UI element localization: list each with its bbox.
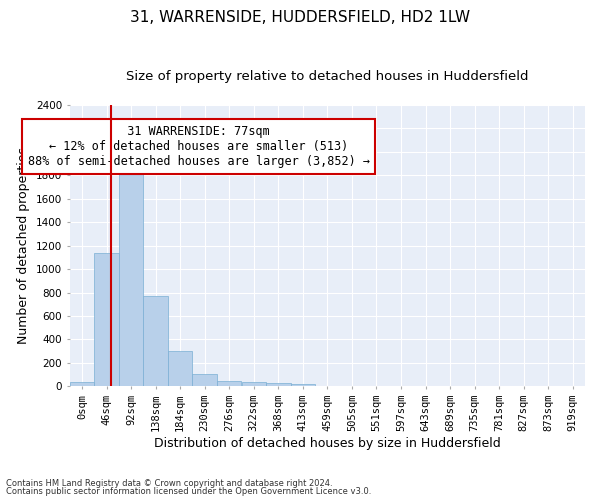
Title: Size of property relative to detached houses in Huddersfield: Size of property relative to detached ho…	[126, 70, 529, 83]
Y-axis label: Number of detached properties: Number of detached properties	[17, 147, 31, 344]
X-axis label: Distribution of detached houses by size in Huddersfield: Distribution of detached houses by size …	[154, 437, 501, 450]
Bar	[168, 351, 193, 386]
Bar	[119, 156, 143, 386]
Text: Contains public sector information licensed under the Open Government Licence v3: Contains public sector information licen…	[6, 488, 371, 496]
Bar	[266, 383, 290, 386]
Bar	[290, 384, 315, 386]
Bar	[217, 380, 241, 386]
Bar	[94, 252, 119, 386]
Bar	[70, 382, 94, 386]
Text: 31 WARRENSIDE: 77sqm  
← 12% of detached houses are smaller (513)
88% of semi-de: 31 WARRENSIDE: 77sqm ← 12% of detached h…	[28, 124, 370, 168]
Bar	[143, 296, 168, 386]
Text: 31, WARRENSIDE, HUDDERSFIELD, HD2 1LW: 31, WARRENSIDE, HUDDERSFIELD, HD2 1LW	[130, 10, 470, 25]
Bar	[193, 374, 217, 386]
Text: Contains HM Land Registry data © Crown copyright and database right 2024.: Contains HM Land Registry data © Crown c…	[6, 478, 332, 488]
Bar	[241, 382, 266, 386]
